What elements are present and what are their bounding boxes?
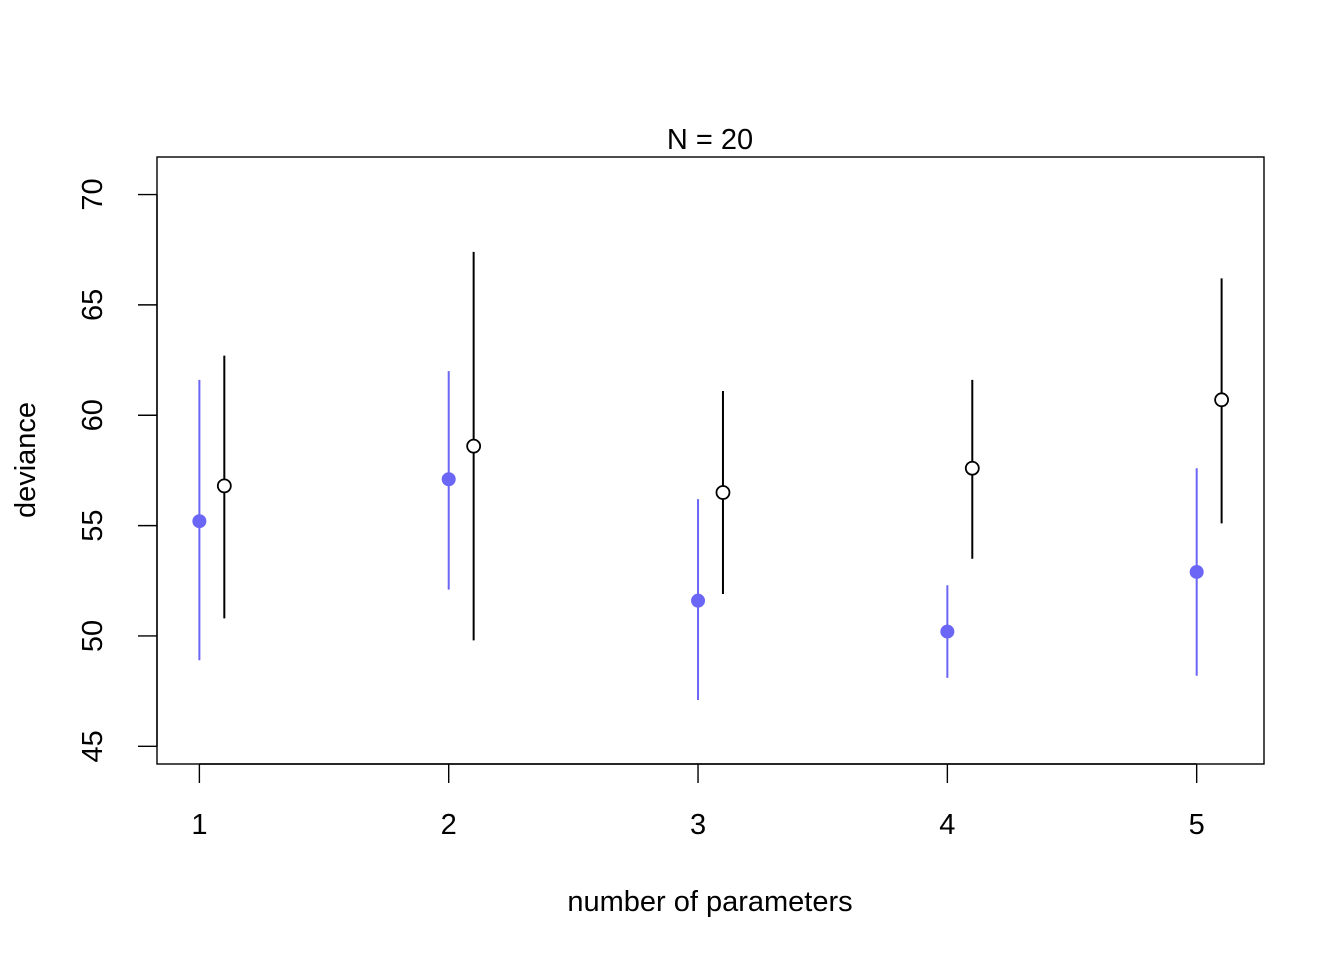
x-axis: 1 2 3 4 5 [191,763,1205,841]
y-tick-label: 45 [77,730,109,762]
y-tick-label: 60 [77,399,109,431]
data-point [715,485,731,500]
data-point [466,438,482,454]
data-point [1214,392,1230,408]
x-tick-label: 2 [441,809,457,841]
data-point [1189,564,1204,579]
y-axis-label: deviance [10,402,42,518]
data-point [691,593,706,608]
data-point [216,478,232,494]
data-point [192,514,207,529]
data-point [441,472,456,487]
y-tick-label: 65 [77,289,109,321]
chart-title: N = 20 [667,124,753,156]
y-tick-label: 55 [77,509,109,541]
data-point [940,624,955,639]
y-axis: 45 50 55 60 65 70 [77,178,158,762]
x-axis-label: number of parameters [567,886,852,918]
x-tick-label: 3 [690,809,706,841]
x-tick-label: 1 [191,809,207,841]
y-tick-label: 70 [77,178,109,210]
data-point [964,460,980,476]
series-2 [216,251,1230,641]
x-tick-label: 5 [1189,809,1205,841]
x-tick-label: 4 [939,809,955,841]
plot-frame [156,156,1265,765]
y-tick-label: 50 [77,620,109,652]
series-1 [192,371,1204,700]
series-layer [192,251,1230,700]
